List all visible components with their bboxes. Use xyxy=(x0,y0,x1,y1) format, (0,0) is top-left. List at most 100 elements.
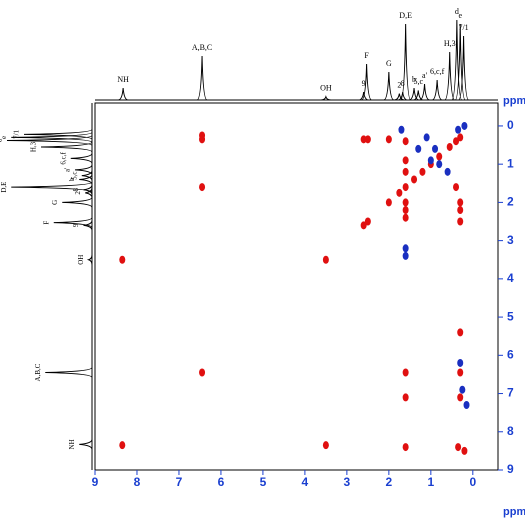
negative-cross-peak xyxy=(463,401,470,410)
top-peak-label: b xyxy=(412,75,416,84)
x-tick-label: 9 xyxy=(92,475,99,489)
positive-cross-peak xyxy=(457,368,464,377)
y-tick-label: 5 xyxy=(507,309,514,323)
positive-cross-peak xyxy=(360,135,367,144)
top-peak-label: 2 xyxy=(397,80,401,89)
negative-cross-peak xyxy=(455,125,462,134)
left-peak xyxy=(74,164,93,176)
positive-cross-peak xyxy=(461,446,468,455)
positive-cross-peak xyxy=(457,393,464,402)
positive-cross-peak xyxy=(360,221,367,230)
left-peak xyxy=(45,367,93,379)
left-peak xyxy=(11,181,93,193)
positive-cross-peak xyxy=(411,175,418,184)
left-peak xyxy=(85,187,93,198)
negative-cross-peak xyxy=(459,385,466,394)
x-tick-label: 5 xyxy=(260,475,267,489)
top-peak-label: F xyxy=(364,51,369,60)
y-tick-label: 8 xyxy=(507,424,514,438)
negative-cross-peak xyxy=(457,358,464,367)
positive-cross-peak xyxy=(396,188,403,197)
left-peak xyxy=(6,134,93,146)
left-peak-label: 9 xyxy=(72,223,80,227)
top-peak xyxy=(419,83,430,101)
positive-cross-peak xyxy=(455,443,462,452)
left-peak-label: H,3 xyxy=(30,141,38,152)
top-peak xyxy=(196,55,208,101)
top-peak-label: 8 xyxy=(401,79,405,88)
positive-cross-peak xyxy=(402,213,409,222)
top-peak xyxy=(458,35,470,101)
negative-cross-peak xyxy=(436,160,443,169)
positive-cross-peak xyxy=(385,135,392,144)
y-tick-label: 1 xyxy=(507,156,514,170)
left-peak xyxy=(62,197,93,208)
top-peak xyxy=(383,71,395,101)
top-peak xyxy=(431,79,443,101)
positive-cross-peak xyxy=(453,137,460,146)
top-peak xyxy=(320,95,331,101)
left-peak-label: b xyxy=(68,177,76,181)
positive-cross-peak xyxy=(119,255,126,264)
left-peak-label: 5,c xyxy=(70,171,78,179)
negative-cross-peak xyxy=(427,156,434,165)
x-tick-label: 0 xyxy=(469,475,476,489)
y-tick-label: 4 xyxy=(507,271,514,285)
top-peak-label: OH xyxy=(320,84,332,93)
positive-cross-peak xyxy=(364,135,371,144)
left-peak-label: 6,c,f xyxy=(59,152,67,165)
positive-cross-peak xyxy=(402,183,409,192)
left-peak-label: OH xyxy=(77,255,85,265)
top-peak-label: 5,c xyxy=(413,77,423,86)
y-tick-label: 6 xyxy=(507,347,514,361)
positive-cross-peak xyxy=(446,142,453,151)
left-peak-label: G xyxy=(51,200,59,205)
left-peak-label: 2 xyxy=(74,191,82,195)
positive-cross-peak xyxy=(364,217,371,226)
positive-cross-peak xyxy=(402,137,409,146)
positive-cross-peak xyxy=(199,368,206,377)
positive-cross-peak xyxy=(402,443,409,452)
negative-cross-peak xyxy=(461,121,468,130)
left-peak-label: a' xyxy=(64,168,72,172)
left-peak xyxy=(70,153,93,164)
left-peak xyxy=(79,174,93,185)
left-peak xyxy=(11,131,93,143)
top-peak xyxy=(400,23,412,101)
left-peak xyxy=(86,254,93,265)
left-peak-label: F xyxy=(42,221,50,225)
positive-cross-peak xyxy=(402,368,409,377)
top-peak-label: A,B,C xyxy=(192,43,212,52)
positive-cross-peak xyxy=(199,183,206,192)
negative-cross-peak xyxy=(444,167,451,176)
top-peak-label: e xyxy=(458,11,462,20)
left-peak-label: e xyxy=(0,136,8,139)
positive-cross-peak xyxy=(402,198,409,207)
positive-cross-peak xyxy=(402,206,409,215)
positive-cross-peak xyxy=(199,135,206,144)
x-tick-label: 1 xyxy=(427,475,434,489)
top-peak-label: 9 xyxy=(362,79,366,88)
positive-cross-peak xyxy=(457,198,464,207)
top-peak xyxy=(118,87,129,101)
top-peak-label: G xyxy=(386,59,392,68)
left-peak xyxy=(83,220,93,231)
x-unit: ppm xyxy=(503,95,525,107)
top-peak-label: H,3 xyxy=(444,39,456,48)
plot-frame xyxy=(94,102,499,471)
negative-cross-peak xyxy=(423,133,430,142)
x-tick-label: 8 xyxy=(134,475,141,489)
left-peak xyxy=(53,217,93,228)
top-peak xyxy=(361,63,372,101)
negative-cross-peak xyxy=(415,144,422,153)
x-tick-label: 7 xyxy=(176,475,183,489)
positive-cross-peak xyxy=(385,198,392,207)
positive-cross-peak xyxy=(436,152,443,161)
positive-cross-peak xyxy=(322,441,329,450)
x-tick-label: 2 xyxy=(386,475,393,489)
positive-cross-peak xyxy=(457,328,464,337)
top-peak xyxy=(451,19,463,101)
top-peak xyxy=(408,87,420,101)
top-peak xyxy=(394,93,405,101)
